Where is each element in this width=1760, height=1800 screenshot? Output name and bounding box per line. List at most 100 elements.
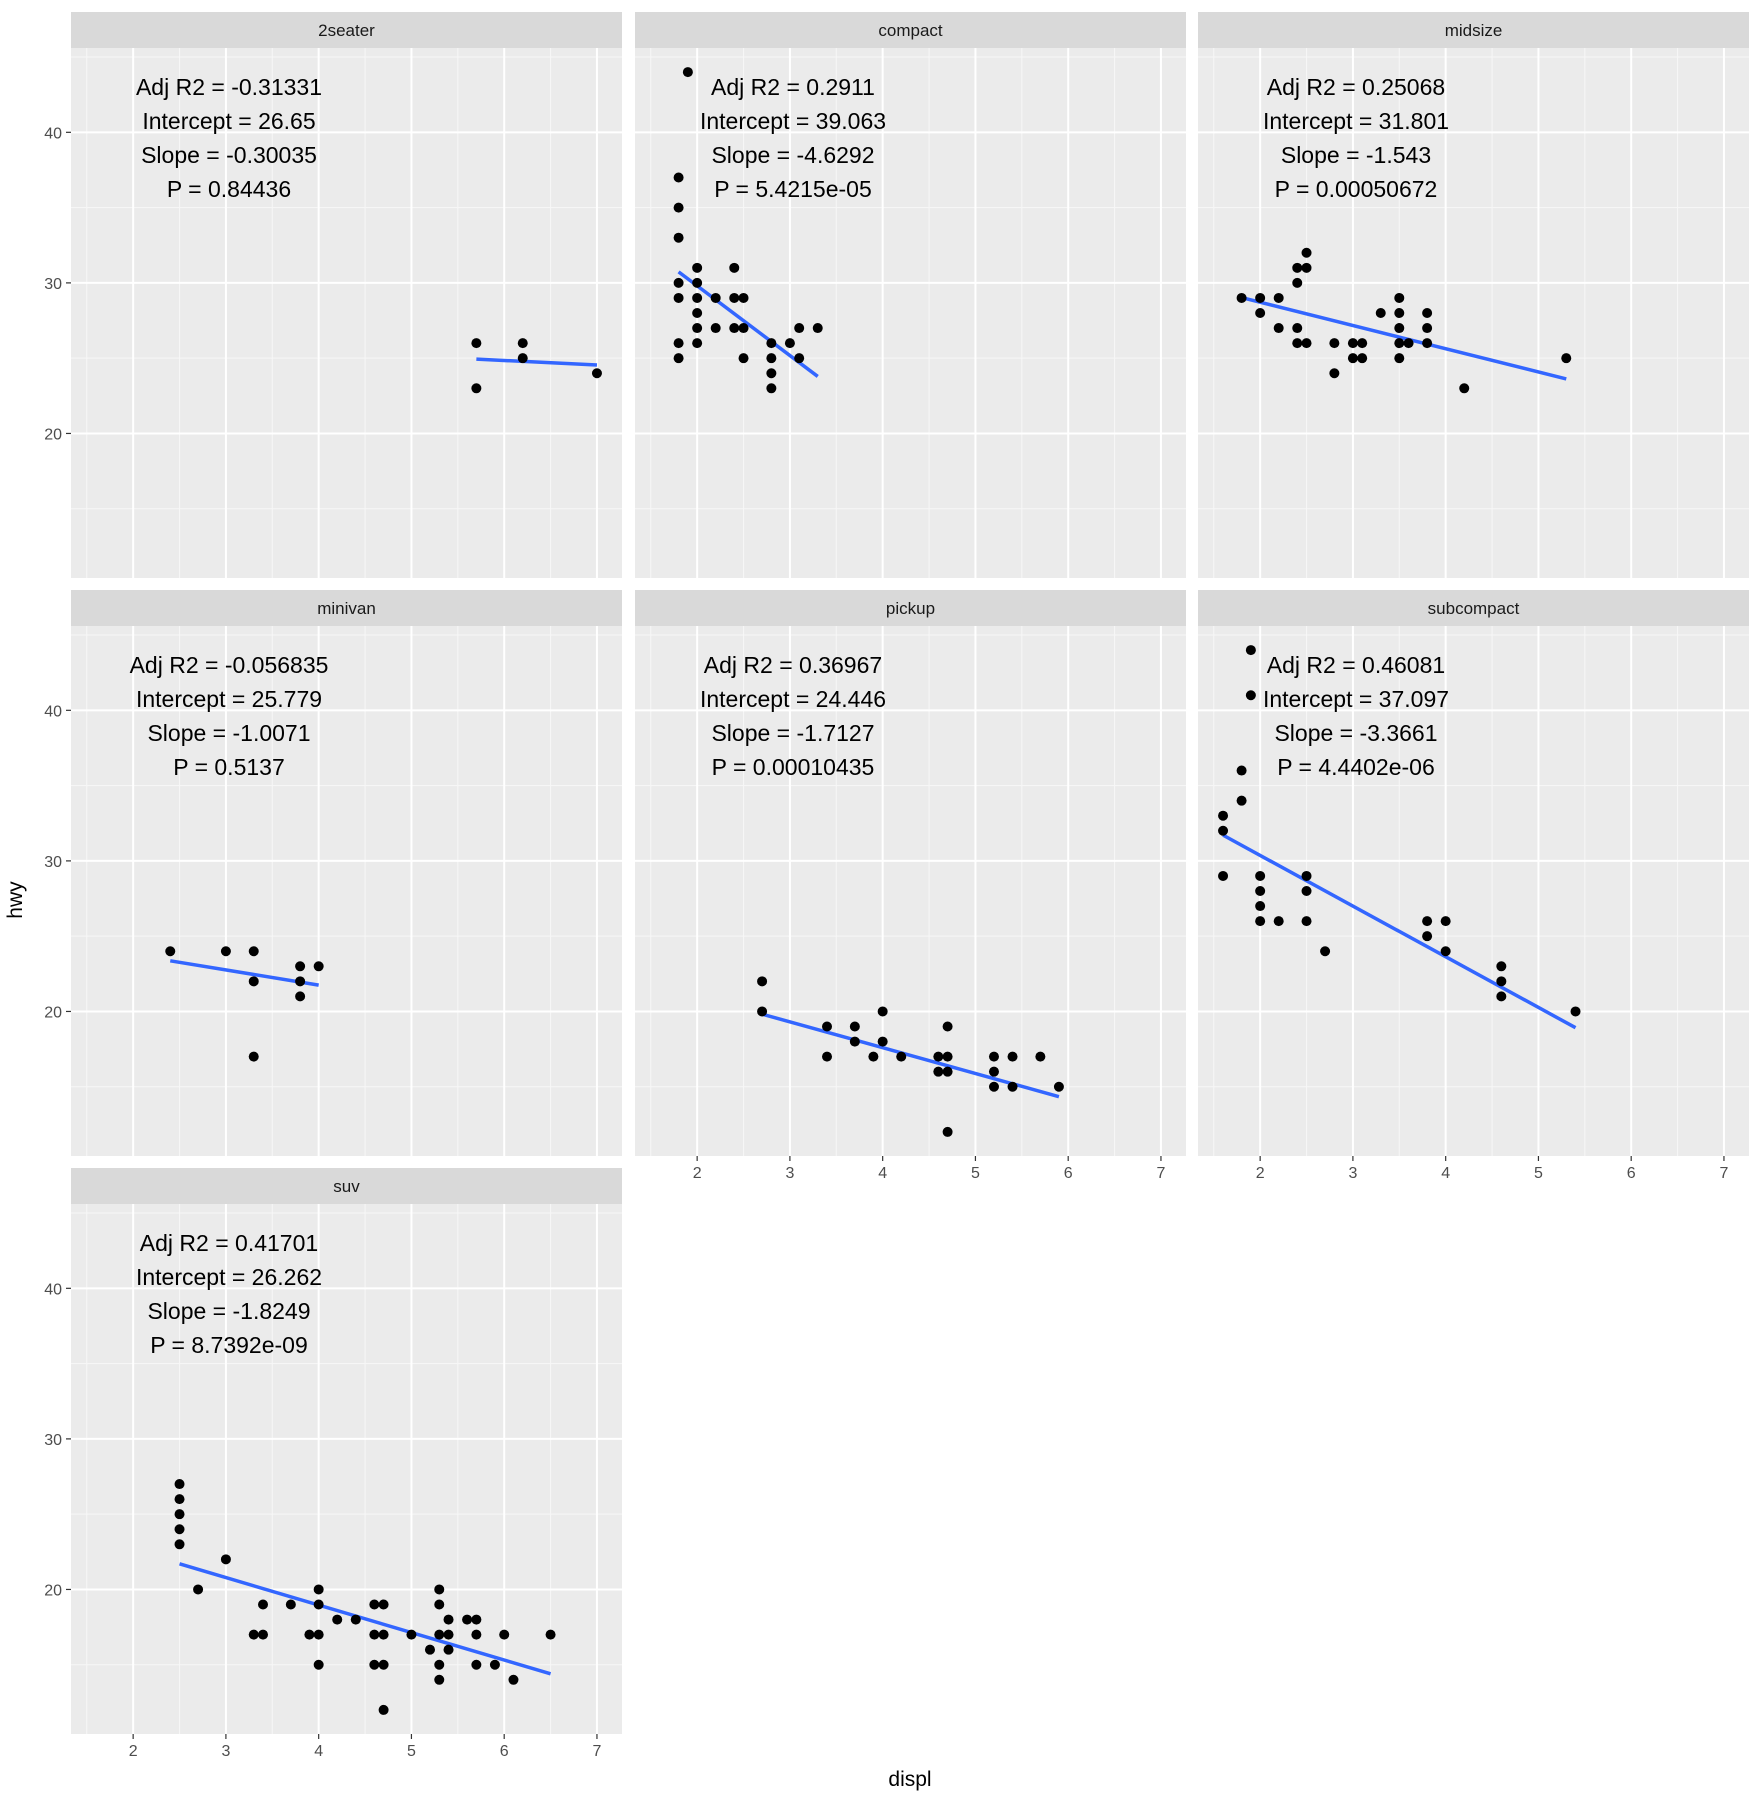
data-point bbox=[1218, 870, 1229, 881]
data-point bbox=[988, 1051, 999, 1062]
facet-strip bbox=[1198, 12, 1749, 48]
annotation-line: Slope = -1.0071 bbox=[147, 720, 310, 746]
data-point bbox=[766, 383, 777, 394]
data-point bbox=[1570, 1006, 1581, 1017]
facet-strip-label: pickup bbox=[886, 599, 935, 618]
data-point bbox=[757, 1006, 768, 1017]
data-point bbox=[1394, 353, 1405, 364]
data-point bbox=[933, 1051, 944, 1062]
data-point bbox=[332, 1614, 343, 1625]
data-point bbox=[896, 1051, 907, 1062]
x-tick-label: 6 bbox=[500, 1743, 509, 1760]
data-point bbox=[682, 67, 693, 78]
data-point bbox=[822, 1021, 833, 1032]
data-point bbox=[517, 353, 528, 364]
data-point bbox=[673, 338, 684, 349]
data-point bbox=[738, 353, 749, 364]
data-point bbox=[673, 232, 684, 243]
data-point bbox=[193, 1584, 204, 1595]
data-point bbox=[877, 1036, 888, 1047]
data-point bbox=[868, 1051, 879, 1062]
panel-background bbox=[1198, 48, 1749, 578]
data-point bbox=[174, 1494, 185, 1505]
annotation-line: Slope = -3.3661 bbox=[1274, 720, 1437, 746]
data-point bbox=[174, 1524, 185, 1535]
data-point bbox=[1357, 338, 1368, 349]
data-point bbox=[729, 262, 740, 273]
data-point bbox=[1007, 1081, 1018, 1092]
x-tick-label: 7 bbox=[1157, 1165, 1166, 1182]
data-point bbox=[174, 1539, 185, 1550]
data-point bbox=[508, 1674, 519, 1685]
data-point bbox=[295, 976, 306, 987]
data-point bbox=[248, 946, 259, 957]
data-point bbox=[692, 292, 703, 303]
data-point bbox=[1255, 901, 1266, 912]
data-point bbox=[499, 1629, 510, 1640]
data-point bbox=[378, 1659, 389, 1670]
data-point bbox=[794, 353, 805, 364]
annotation-line: Adj R2 = -0.056835 bbox=[130, 652, 329, 678]
data-point bbox=[1245, 690, 1256, 701]
facet-strip-label: suv bbox=[333, 1177, 360, 1196]
y-tick-label: 20 bbox=[44, 426, 62, 443]
x-tick-label: 7 bbox=[593, 1743, 602, 1760]
data-point bbox=[784, 338, 795, 349]
data-point bbox=[1301, 870, 1312, 881]
data-point bbox=[812, 323, 823, 334]
x-tick-label: 7 bbox=[1720, 1165, 1729, 1182]
y-tick-label: 40 bbox=[44, 703, 62, 720]
data-point bbox=[545, 1629, 556, 1640]
data-point bbox=[766, 353, 777, 364]
y-axis-title: hwy bbox=[4, 881, 27, 919]
data-point bbox=[942, 1066, 953, 1077]
data-point bbox=[1422, 916, 1433, 927]
data-point bbox=[591, 368, 602, 379]
data-point bbox=[313, 1584, 324, 1595]
data-point bbox=[1422, 338, 1433, 349]
data-point bbox=[692, 308, 703, 318]
data-point bbox=[248, 976, 259, 987]
data-point bbox=[942, 1021, 953, 1032]
data-point bbox=[369, 1659, 380, 1670]
data-point bbox=[849, 1036, 860, 1047]
annotation-line: P = 0.5137 bbox=[173, 754, 285, 780]
data-point bbox=[673, 202, 684, 213]
data-point bbox=[729, 292, 740, 303]
data-point bbox=[1236, 765, 1247, 776]
data-point bbox=[1320, 946, 1331, 957]
data-point bbox=[471, 383, 482, 394]
data-point bbox=[1496, 991, 1507, 1002]
data-point bbox=[1007, 1051, 1018, 1062]
data-point bbox=[434, 1629, 445, 1640]
data-point bbox=[313, 1659, 324, 1670]
data-point bbox=[766, 368, 777, 379]
regression-line bbox=[1241, 295, 1567, 381]
data-point bbox=[1440, 916, 1451, 927]
facet-strip bbox=[71, 12, 622, 48]
data-point bbox=[1218, 810, 1229, 821]
x-tick-label: 2 bbox=[1256, 1165, 1265, 1182]
data-point bbox=[1347, 353, 1358, 364]
data-point bbox=[1255, 292, 1266, 303]
data-point bbox=[443, 1629, 454, 1640]
data-point bbox=[1301, 886, 1312, 896]
panel-background bbox=[71, 48, 622, 578]
facet-strip bbox=[1198, 590, 1749, 626]
data-point bbox=[406, 1629, 417, 1640]
annotation-line: Intercept = 31.801 bbox=[1263, 108, 1449, 134]
x-tick-label: 4 bbox=[1441, 1165, 1450, 1182]
data-point bbox=[1394, 308, 1405, 318]
data-point bbox=[1301, 262, 1312, 273]
data-point bbox=[1301, 247, 1312, 258]
data-point bbox=[988, 1066, 999, 1077]
x-tick-label: 3 bbox=[1348, 1165, 1357, 1182]
panel-background bbox=[71, 1204, 622, 1734]
data-point bbox=[1273, 323, 1284, 334]
annotation-line: Adj R2 = 0.46081 bbox=[1267, 652, 1445, 678]
y-tick-label: 20 bbox=[44, 1004, 62, 1021]
data-point bbox=[729, 323, 740, 334]
data-point bbox=[443, 1644, 454, 1655]
data-point bbox=[174, 1479, 185, 1490]
data-point bbox=[1292, 262, 1303, 273]
